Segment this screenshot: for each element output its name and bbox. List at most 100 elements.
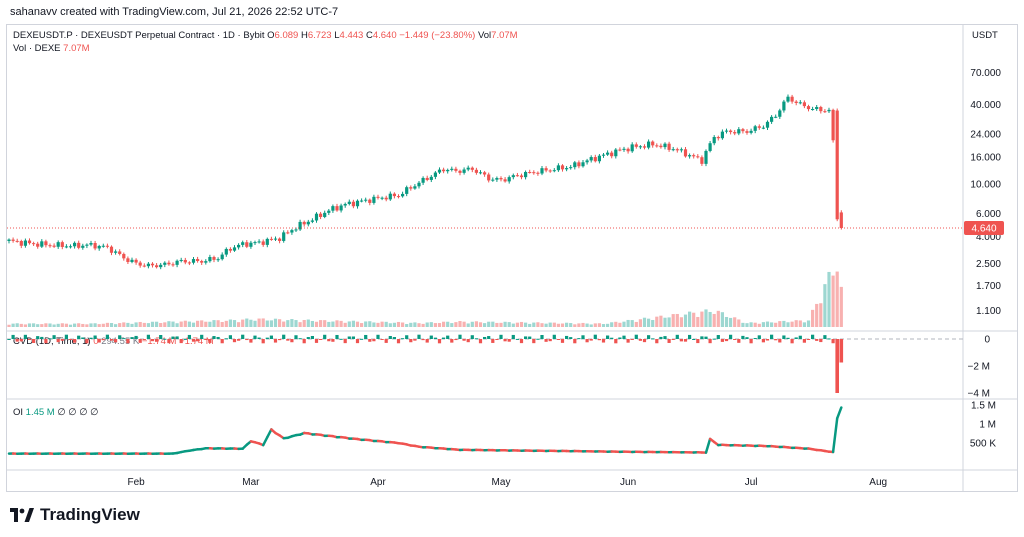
cvd-legend[interactable]: CVD (1D, Time, 1) 0 294.55 K −1.74 M −1.… bbox=[13, 336, 214, 347]
candle-body bbox=[138, 262, 142, 266]
last-price-label: 4.640 bbox=[971, 224, 996, 235]
cvd-bar bbox=[507, 339, 511, 342]
candle-body bbox=[663, 143, 667, 148]
oi-segment bbox=[831, 417, 839, 454]
cvd-bar bbox=[130, 337, 134, 339]
oi-legend[interactable]: OI 1.45 M ∅ ∅ ∅ ∅ bbox=[13, 407, 98, 418]
candle-body bbox=[437, 169, 442, 173]
cvd-bar bbox=[679, 339, 683, 342]
candle-body bbox=[7, 239, 11, 241]
cvd-bar bbox=[212, 336, 216, 339]
cvd-bar bbox=[409, 339, 413, 343]
cvd-bar bbox=[663, 336, 667, 339]
cvd-bar bbox=[634, 334, 638, 339]
volume-bar bbox=[179, 321, 183, 327]
volume-bar bbox=[175, 323, 179, 327]
cvd-bar bbox=[77, 335, 81, 339]
cvd-bar bbox=[171, 336, 175, 339]
candle-body bbox=[470, 167, 474, 170]
cvd-bar bbox=[417, 334, 421, 339]
candle-body bbox=[819, 107, 823, 112]
cvd-bar bbox=[495, 339, 499, 340]
cvd-bar bbox=[565, 335, 569, 339]
volume-bar bbox=[97, 324, 101, 327]
cvd-bar bbox=[343, 339, 347, 344]
cvd-bar bbox=[413, 339, 417, 341]
volume-bar bbox=[15, 323, 19, 327]
candle-body bbox=[675, 149, 679, 151]
cvd-bar bbox=[179, 339, 183, 344]
volume-bar bbox=[241, 319, 245, 327]
candle-body bbox=[347, 201, 351, 204]
volume-bar bbox=[282, 321, 286, 327]
price-axis-tick: 4.000 bbox=[976, 232, 1001, 243]
candle-body bbox=[429, 176, 433, 180]
volume-bar bbox=[630, 320, 634, 327]
price-axis-tick: 16.000 bbox=[970, 153, 1001, 164]
candle-body bbox=[786, 96, 790, 102]
cvd-bar bbox=[335, 334, 339, 339]
volume-bar bbox=[425, 322, 429, 327]
volume-bar bbox=[614, 321, 618, 327]
candle-body bbox=[52, 245, 56, 247]
volume-bar bbox=[540, 323, 544, 327]
candle-body bbox=[380, 197, 384, 199]
candle-body bbox=[446, 169, 450, 172]
volume-bar bbox=[618, 322, 622, 327]
volume-bar bbox=[688, 311, 692, 327]
cvd-bar bbox=[491, 339, 495, 343]
candle-body bbox=[626, 148, 630, 152]
cvd-bar bbox=[290, 339, 294, 343]
candle-body bbox=[122, 253, 126, 259]
oi-line bbox=[7, 406, 843, 456]
volume-bar bbox=[819, 303, 823, 327]
candle-body bbox=[491, 179, 495, 181]
candle-body bbox=[191, 259, 196, 263]
time-axis-tick: Apr bbox=[370, 477, 386, 488]
candle-body bbox=[790, 96, 794, 102]
candle-body bbox=[761, 127, 765, 129]
volume-bar bbox=[704, 309, 708, 327]
candle-body bbox=[565, 168, 569, 170]
candle-body bbox=[774, 116, 778, 118]
volume-bar bbox=[237, 322, 241, 327]
candle-body bbox=[741, 129, 745, 132]
tradingview-logo[interactable]: TradingView bbox=[10, 505, 140, 525]
candle-body bbox=[257, 241, 261, 243]
low-label: L bbox=[334, 30, 340, 41]
price-axis-unit[interactable]: USDT bbox=[972, 30, 998, 41]
volume-bar bbox=[790, 321, 794, 327]
cvd-bar bbox=[606, 335, 610, 339]
volume-bar bbox=[351, 320, 355, 327]
candle-body bbox=[585, 160, 589, 163]
volume-bar bbox=[774, 322, 778, 327]
candle-body bbox=[642, 146, 647, 148]
candle-body bbox=[737, 129, 741, 134]
volume-bar bbox=[507, 322, 511, 327]
volume-bar bbox=[647, 318, 651, 327]
cvd-bar bbox=[802, 339, 806, 343]
symbol-legend[interactable]: DEXEUSDT.P · DEXEUSDT Perpetual Contract… bbox=[13, 30, 518, 41]
cvd-bar bbox=[487, 336, 491, 339]
volume-bar bbox=[413, 322, 417, 327]
cvd-axis-tick: −2 M bbox=[967, 362, 990, 373]
candle-body bbox=[109, 246, 114, 253]
cvd-bar bbox=[556, 339, 560, 340]
candle-body bbox=[450, 168, 454, 170]
volume-bar bbox=[392, 322, 396, 327]
cvd-bar bbox=[372, 339, 376, 342]
cvd-bar bbox=[68, 339, 73, 340]
candle-body bbox=[483, 172, 487, 175]
cvd-bar bbox=[331, 339, 335, 342]
volume-bar bbox=[503, 321, 507, 327]
cvd-bar bbox=[159, 334, 163, 339]
cvd-bar bbox=[741, 335, 745, 339]
candle-body bbox=[794, 101, 798, 103]
volume-bar bbox=[716, 310, 720, 327]
volume-bar bbox=[737, 319, 741, 327]
candle-body bbox=[720, 131, 724, 139]
cvd-bar bbox=[150, 339, 155, 342]
volume-legend[interactable]: Vol · DEXE 7.07M bbox=[13, 43, 90, 54]
volume-bar bbox=[478, 322, 483, 327]
